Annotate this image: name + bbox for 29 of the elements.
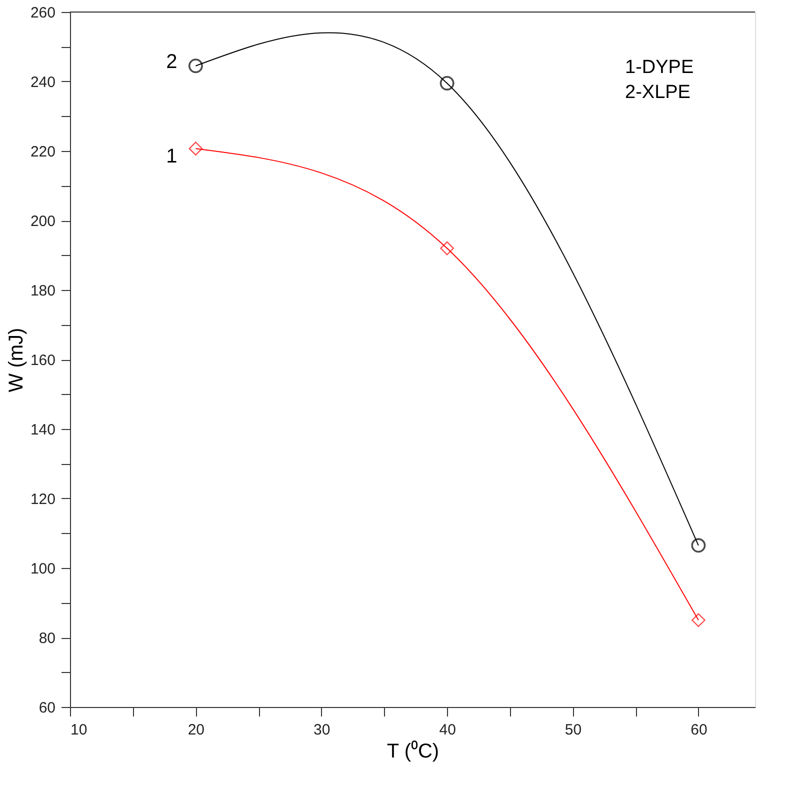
y-tick-label: 100 bbox=[30, 560, 56, 578]
y-tick-label: 260 bbox=[30, 4, 56, 22]
x-axis-title: T (⁰C) bbox=[386, 740, 440, 762]
y-tick-label: 60 bbox=[38, 700, 56, 716]
x-tick-label: 30 bbox=[314, 722, 330, 738]
point bbox=[692, 613, 706, 628]
y-tick-label: 160 bbox=[30, 352, 56, 369]
point bbox=[691, 538, 706, 553]
y-tick-label: 240 bbox=[30, 74, 56, 91]
point bbox=[440, 76, 454, 90]
point bbox=[188, 58, 203, 74]
x-tick-label: 20 bbox=[188, 722, 205, 738]
y-tick-label: 120 bbox=[30, 491, 56, 508]
x-tick-label: 10 bbox=[70, 722, 88, 738]
series-label: 2 bbox=[166, 50, 178, 73]
point bbox=[440, 241, 454, 256]
y-tick-label: 180 bbox=[30, 282, 56, 300]
y-tick-label: 200 bbox=[30, 213, 56, 230]
x-tick-label: 60 bbox=[690, 722, 708, 738]
y-tick-label: 220 bbox=[30, 144, 56, 160]
series-label: 1 bbox=[166, 146, 178, 168]
y-tick-label: 80 bbox=[38, 630, 56, 647]
annotation: 1-DYPE bbox=[625, 57, 694, 78]
x-tick-label: 40 bbox=[439, 722, 456, 738]
y-tick-label: 140 bbox=[30, 422, 56, 438]
annotation: 2-XLPE bbox=[625, 82, 690, 103]
point bbox=[188, 142, 203, 156]
y-axis-title: W (mJ) bbox=[5, 328, 28, 392]
x-tick-label: 50 bbox=[564, 722, 582, 738]
